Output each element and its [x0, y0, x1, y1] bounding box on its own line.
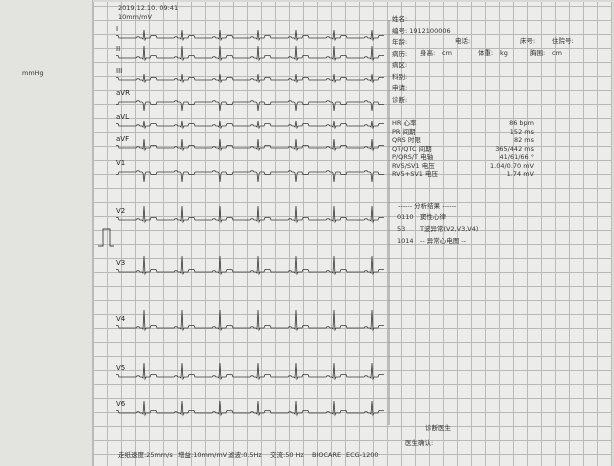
- footer-item: ECG-1200: [346, 452, 379, 459]
- analysis-text: T波异常(V2,V3,V4): [420, 226, 478, 233]
- page: mmHg 2019.12.10. 09:41 10mm/mV IIIIIIaVR…: [0, 0, 614, 466]
- measure-value: 365/442 ms: [495, 146, 534, 153]
- lead-label: V5: [116, 365, 125, 372]
- ecg-trace: [116, 101, 384, 111]
- lead-label: V2: [116, 208, 125, 215]
- analysis-title: ------ 分析结果 ------: [398, 203, 456, 210]
- measure-label: RV5/SV1 电压: [392, 163, 435, 170]
- measure-value: 82 ms: [514, 137, 534, 144]
- ecg-trace: [116, 30, 384, 40]
- patient-field: kg: [500, 50, 508, 57]
- patient-field: 胸围:: [530, 50, 545, 57]
- analysis-code: 0110: [397, 214, 414, 221]
- measure-value: 41/61/66 °: [499, 154, 534, 161]
- lead-label: aVF: [116, 136, 129, 143]
- ecg-trace: [116, 171, 384, 182]
- ecg-trace: [116, 206, 384, 222]
- lead-label: V1: [116, 160, 125, 167]
- lead-label: III: [116, 68, 122, 75]
- datetime: 2019.12.10. 09:41: [118, 5, 178, 12]
- measure-label: RV5+SV1 电压: [392, 171, 438, 178]
- lead-label: V3: [116, 260, 125, 267]
- measure-label: QRS 时限: [392, 137, 421, 144]
- lead-label: aVL: [116, 114, 129, 121]
- footer-item: BIOCARE: [312, 452, 341, 459]
- gain: 10mm/mV: [118, 14, 152, 21]
- ecg-trace: [116, 401, 384, 415]
- patient-field: 体重:: [478, 50, 493, 57]
- analysis-text: -- 异常心电图 --: [420, 238, 466, 245]
- footer-item: 交流:50 Hz: [270, 452, 304, 459]
- patient-field: 床号:: [520, 38, 535, 45]
- ecg-traces: [0, 0, 614, 466]
- patient-field: 病区:: [392, 62, 407, 69]
- lead-label: aVR: [116, 90, 130, 97]
- measure-value: 1.74 mV: [507, 171, 534, 178]
- measure-label: PR 间期: [392, 129, 416, 136]
- ecg-trace: [116, 363, 384, 379]
- patient-field: 住院号:: [552, 38, 574, 45]
- analysis-code: 53: [397, 226, 405, 233]
- doctor-confirm: 医生确认:: [405, 440, 433, 447]
- patient-field: 申请:: [392, 85, 407, 92]
- measure-value: 1.04/0.70 mV: [490, 163, 534, 170]
- doctor-signature: 诊断医生: [425, 425, 451, 432]
- patient-field: 诊断:: [392, 97, 407, 104]
- ecg-trace: [116, 121, 384, 128]
- lead-label: II: [116, 46, 120, 53]
- footer-item: 走纸速度:25mm/s: [118, 452, 173, 459]
- lead-label: V4: [116, 316, 125, 323]
- patient-field: 身高:: [420, 50, 435, 57]
- lead-label: I: [116, 26, 118, 33]
- footer-item: 增益:10mm/mV: [178, 452, 227, 459]
- measure-value: 86 bpm: [509, 120, 534, 127]
- patient-field: 年龄:: [392, 39, 407, 46]
- calibration-pulse: [98, 229, 114, 246]
- measure-label: P/QRS/T 电轴: [392, 154, 433, 161]
- ecg-trace: [116, 310, 384, 330]
- analysis-text: 窦性心律: [420, 214, 446, 221]
- footer-item: 滤波:0.5Hz: [228, 452, 262, 459]
- patient-field: 姓名:: [392, 16, 407, 23]
- ecg-trace: [116, 74, 384, 82]
- ecg-trace: [116, 139, 384, 150]
- ecg-trace: [116, 46, 384, 60]
- patient-field: 科别:: [392, 74, 407, 81]
- measure-value: 152 ms: [510, 129, 534, 136]
- lead-label: V6: [116, 401, 125, 408]
- patient-field: 电话:: [455, 38, 470, 45]
- patient-field: cm: [442, 50, 452, 57]
- patient-field: 编号: 1912100006: [392, 28, 451, 35]
- ecg-trace: [116, 256, 384, 274]
- measure-label: QT/QTC 间期: [392, 146, 432, 153]
- analysis-code: 1014: [397, 238, 414, 245]
- patient-field: 病历:: [392, 51, 407, 58]
- patient-field: cm: [552, 50, 562, 57]
- measure-label: HR 心率: [392, 120, 416, 127]
